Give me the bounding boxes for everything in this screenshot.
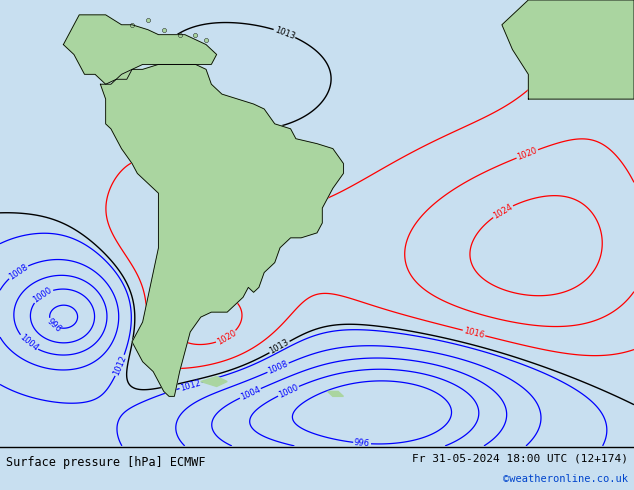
- Text: 996: 996: [46, 317, 63, 334]
- Text: 1000: 1000: [277, 383, 300, 399]
- Polygon shape: [201, 376, 227, 387]
- Text: 1004: 1004: [239, 385, 262, 402]
- Text: 1008: 1008: [266, 359, 290, 376]
- Text: ©weatheronline.co.uk: ©weatheronline.co.uk: [503, 474, 628, 484]
- Text: 1012: 1012: [112, 354, 128, 377]
- Text: Fr 31-05-2024 18:00 UTC (12+174): Fr 31-05-2024 18:00 UTC (12+174): [411, 453, 628, 463]
- Text: 1020: 1020: [516, 146, 539, 162]
- Polygon shape: [328, 392, 344, 396]
- Text: 1000: 1000: [32, 286, 54, 305]
- Text: 1004: 1004: [18, 333, 39, 353]
- Text: 1016: 1016: [463, 326, 485, 340]
- Text: 1012: 1012: [179, 378, 202, 392]
- Polygon shape: [502, 0, 634, 99]
- Text: 996: 996: [354, 438, 370, 448]
- Text: 1008: 1008: [7, 262, 29, 281]
- Text: Surface pressure [hPa] ECMWF: Surface pressure [hPa] ECMWF: [6, 456, 206, 469]
- Text: 1024: 1024: [491, 202, 514, 220]
- Text: 1020: 1020: [215, 328, 238, 347]
- Polygon shape: [100, 64, 344, 396]
- Text: 1013: 1013: [273, 25, 296, 41]
- Polygon shape: [63, 15, 217, 84]
- Text: 1013: 1013: [268, 338, 291, 356]
